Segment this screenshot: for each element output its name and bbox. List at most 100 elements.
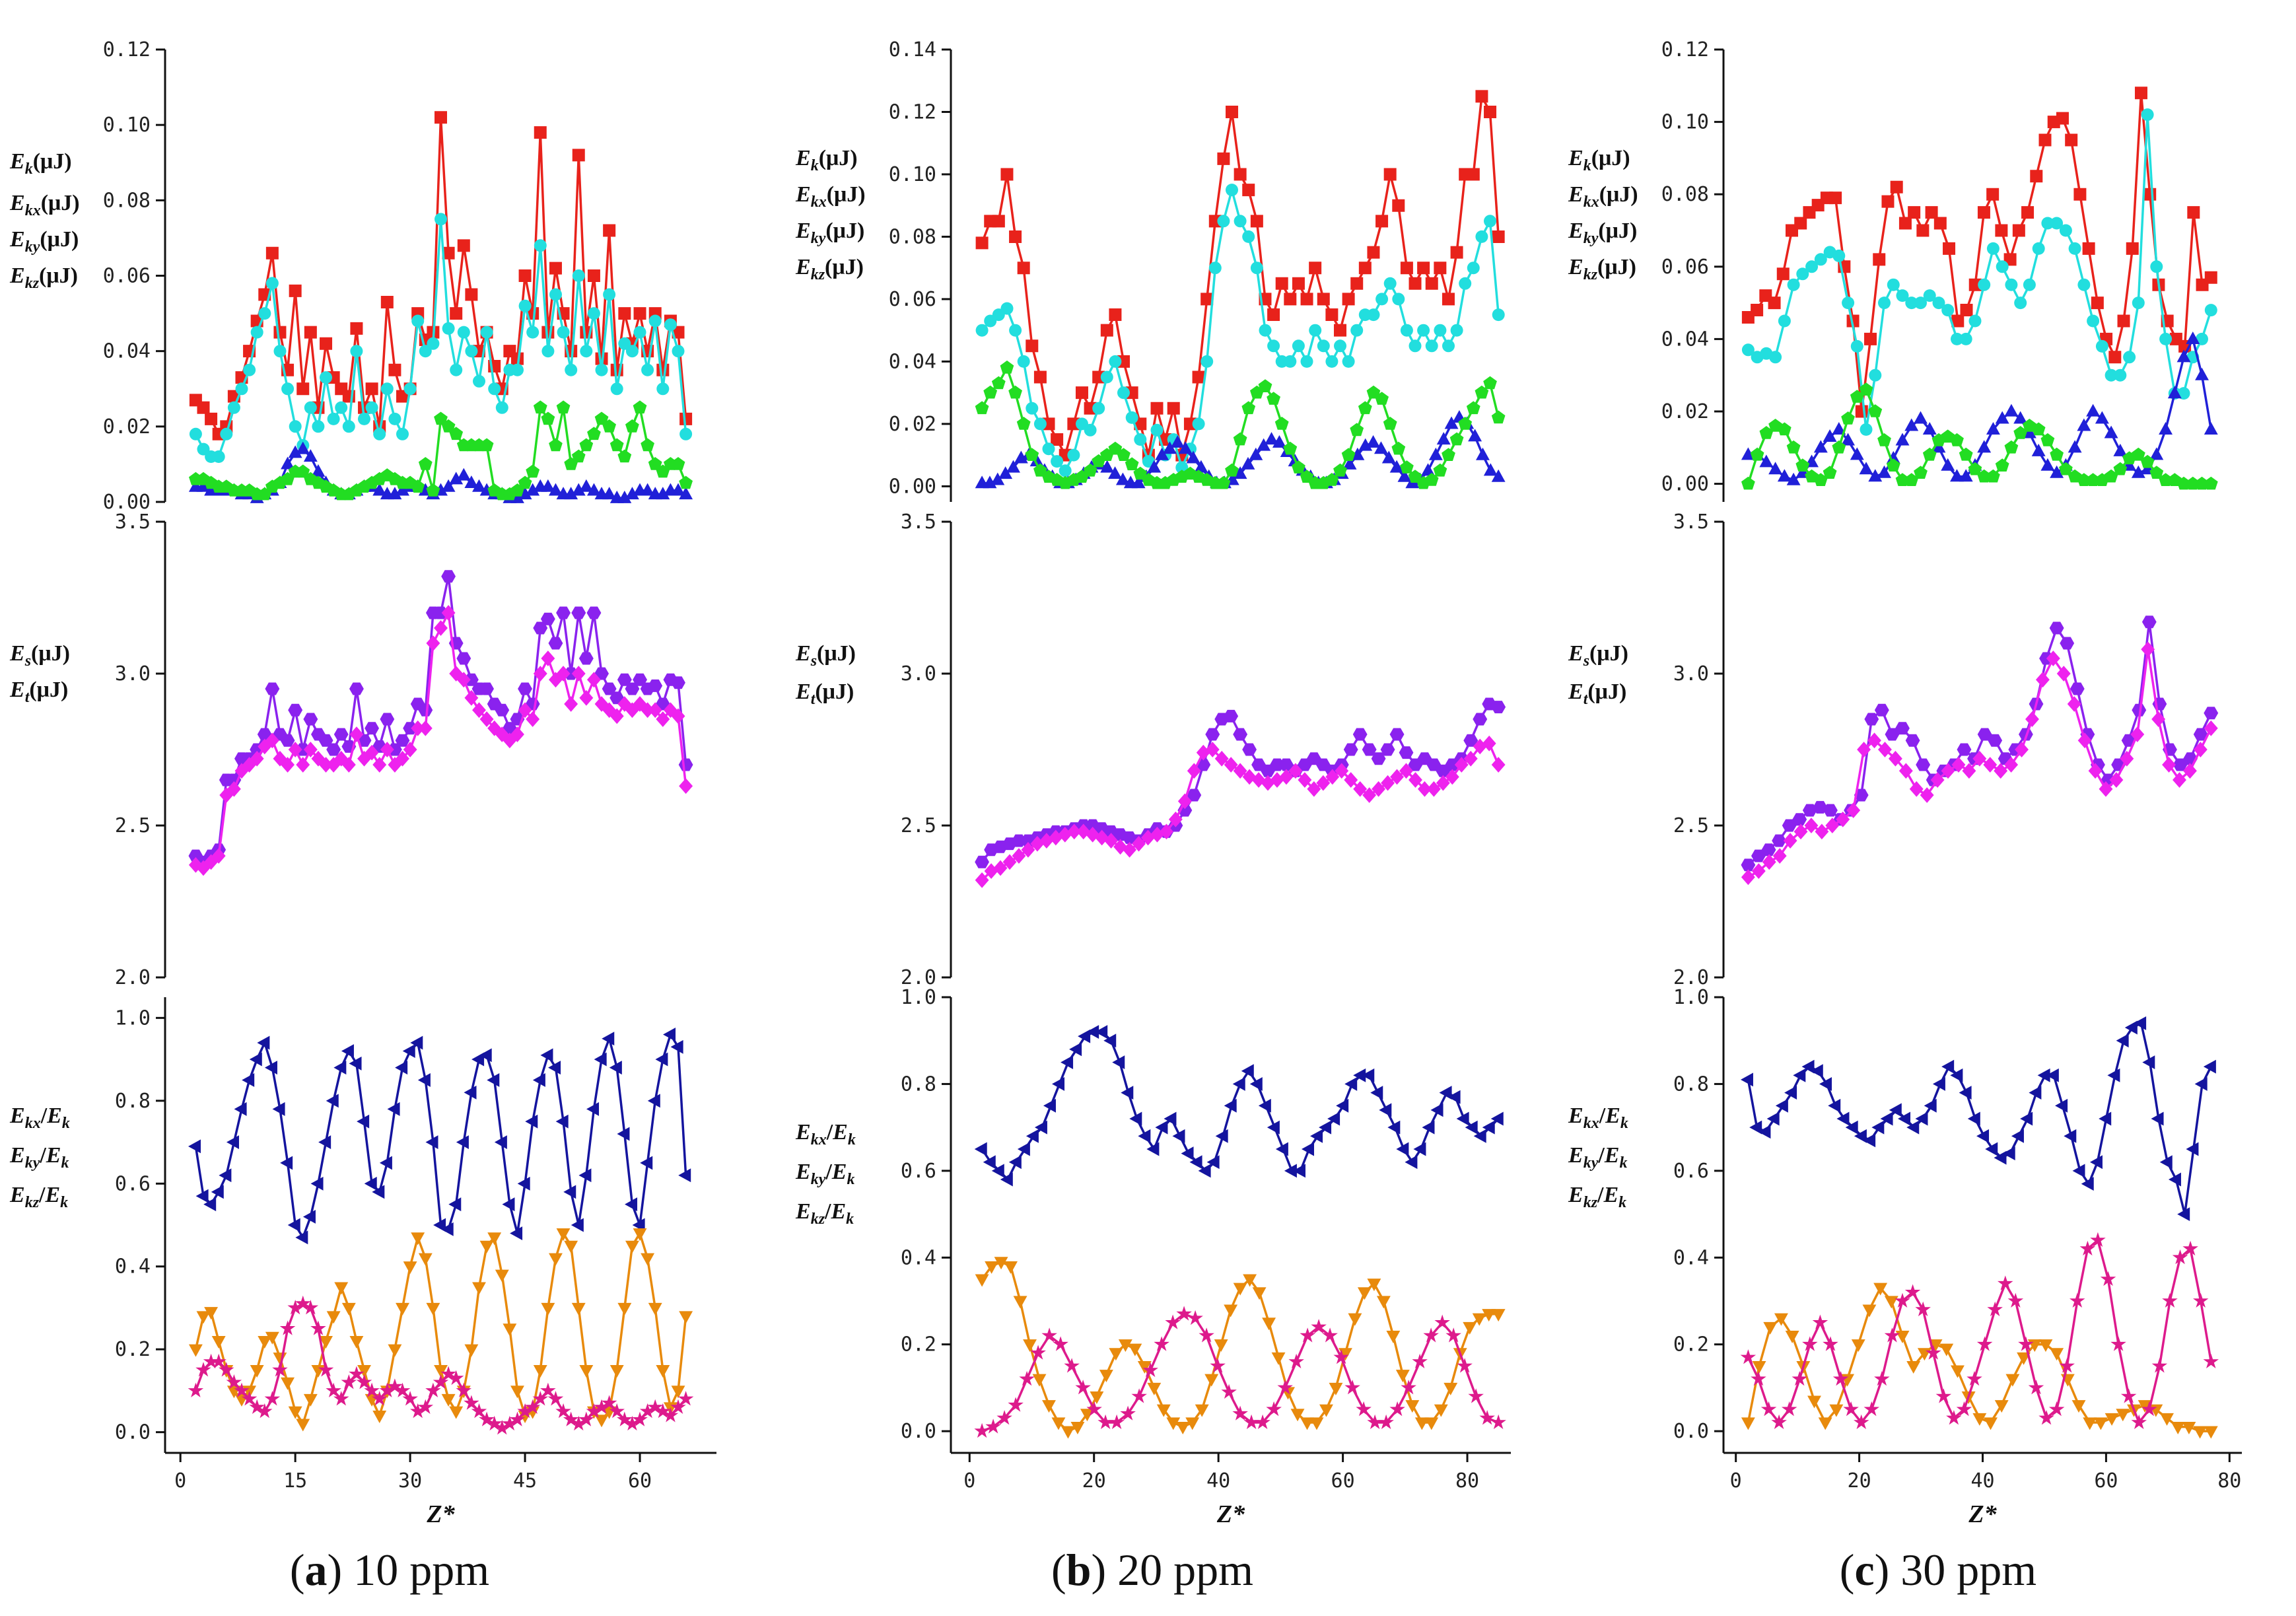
panel-a-row1-y-tick-label: 2.0 [115,966,151,989]
panel-a-Ekz-per-Ek-point [456,1382,471,1397]
panel-b-Ek-point [975,236,989,250]
panel-a-Eky-point [602,487,617,500]
panel-a-row2-y-tick-label: 0.6 [115,1172,151,1195]
panel-c-Ek-point [2143,188,2157,201]
panel-b-Eky-per-Ek-point [1090,1391,1104,1404]
panel-a-row2-y-tick-label: 1.0 [115,1006,151,1030]
panel-c-Et-point [1867,732,1881,749]
panel-b-Et-point [1187,763,1201,779]
panel-b-Ekx-point [1450,324,1463,337]
panel-b-Ekx-per-Ek-point [1447,1090,1461,1104]
panel-c-Es-point [1988,734,2003,747]
panel-b-Ekz-per-Ek-point [1097,1414,1113,1429]
panel-a-Ekz-per-Ek-point [310,1320,326,1335]
panel-a-Ekx-point [403,382,417,396]
panel-b-Ekz-per-Ek-point [996,1410,1012,1425]
panel-c-Ekx-per-Ek-point [2072,1164,2085,1178]
panel-b-Es-point [1436,764,1451,777]
panel-a-Eky-per-Ek-point [579,1364,594,1378]
panel-a-Eky-point [449,472,464,485]
panel-b-Ekx-per-Ek-point [1206,1155,1220,1170]
panel-b-Eky-point [1342,456,1357,470]
panel-a-Et-point [526,711,540,727]
panel-c-Ek-point [1960,304,1973,317]
panel-a-Ek-point [289,284,302,297]
panel-c-Ek-point [1916,224,1930,237]
panel-b-Ekx-point [1009,324,1022,337]
panel-a-Ekx-point [495,401,508,414]
panel-a-Eky-per-Ek-point [288,1406,302,1419]
panel-c-Ekz-point [1977,469,1992,483]
panel-a-Ekx-point [350,345,363,358]
panel-b-Ekz-point [1025,448,1039,461]
panel-c-row1-y-tick-label: 3.5 [1673,510,1709,534]
panel-c-Et-point [2204,720,2218,736]
panel-a-Et-point [549,672,563,688]
panel-b-Ek-point [1392,199,1405,212]
panel-a-Es-point [303,713,318,726]
panel-a-Eky-per-Ek-point [281,1377,295,1390]
panel-a-Et-point [656,711,670,727]
panel-a-Ekz-per-Ek-point [639,1403,656,1419]
panel-a-Ekz-point [518,475,532,489]
panel-b-Eky-per-Ek-point [1386,1330,1401,1343]
panel-b-Ekz-point [1483,376,1497,390]
panel-a-Et-point [319,757,333,773]
panel-a-Ek-point [197,401,210,414]
panel-a-Es-point [533,621,548,635]
panel-a-Ekx-point [511,363,524,376]
panel-b-Eky-per-Ek-point [1329,1382,1343,1395]
panel-c-row0-axis-label: Eky(μJ) [1568,219,1637,247]
panel-c-Ekx-point [1959,332,1972,345]
panel-c-Ekz-point [2040,433,2055,446]
panel-b-Ekx-point [1300,355,1313,368]
panel-a-Eky-per-Ek-point [648,1302,662,1316]
panel-a-Ekx-per-Ek-point [349,1056,362,1071]
panel-c-Ekz-point [1968,462,1982,475]
panel-c-Ekz-per-Ek-point [1740,1349,1757,1364]
panel-b-Et-point [1353,781,1368,797]
panel-a-Ekx-point [488,382,501,396]
panel-b-Ekx-point [1383,277,1397,290]
panel-c-row1-axis-label: Es(μJ) [1568,641,1628,670]
panel-c-Et-point [1846,802,1861,818]
panel-c-Eky-per-Ek-point [1906,1360,1921,1374]
panel-b-Eky-per-Ek-point [1233,1282,1247,1296]
panel-a-Es-point [602,682,617,695]
panel-b-Et-point [1168,811,1183,827]
panel-b-Eky-point [991,472,1005,485]
panel-b-Ekx-point [1109,355,1122,368]
panel-b-Ekx-point [1434,324,1447,337]
panel-c-Eky-point [2204,422,2218,435]
panel-a-Ekx-per-Ek-point [372,1185,385,1199]
panel-b-Eky-per-Ek-point [1051,1417,1066,1430]
panel-c-Ekz-per-Ek-point [1915,1301,1931,1317]
panel-a-Ek-point [380,295,394,308]
panel-c-Ekx-per-Ek-point [2124,1020,2138,1035]
panel-c-Ekz-point [2031,422,2046,436]
panel-b-Eky-point [1233,466,1247,479]
panel-a-Ekz-point [418,457,433,470]
panel-a-Et-point [633,696,647,712]
panel-a-Ekx-per-Ek-point [540,1048,553,1063]
panel-b-row2-y-tick-label: 0.0 [901,1420,936,1443]
panel-b-Ekx-per-Ek-point [1000,1172,1013,1187]
panel-c-Eky-point [1786,472,1801,485]
panel-a-Ekz-per-Ek-point [601,1395,617,1410]
panel-b-Et-point [1307,781,1321,797]
panel-b-Et-point [1372,781,1386,797]
panel-b-Ek-point [1000,168,1014,181]
panel-c-Eky-per-Ek-point [1862,1304,1877,1317]
panel-a-Ekx-per-Ek-point [609,1061,622,1075]
panel-c-Ekx-per-Ek-point [1950,1068,1963,1082]
panel-b-Ekx-per-Ek-point [1275,1142,1288,1156]
panel-c-Eky-point [1895,433,1910,446]
panel-b-Eky-per-Ek-point [1032,1374,1047,1387]
panel-b-Eky-per-Ek-point [1118,1339,1132,1353]
panel-a-Et-point [434,620,448,636]
panel-b-Eky-point [1155,447,1169,460]
panel-a-Ekx-per-Ek-point [302,1210,316,1224]
panel-a-Ekz-per-Ek-point [440,1366,456,1381]
panel-a-row2-y-tick-label: 0.4 [115,1255,151,1279]
panel-c-Ekx-point [1805,260,1819,273]
